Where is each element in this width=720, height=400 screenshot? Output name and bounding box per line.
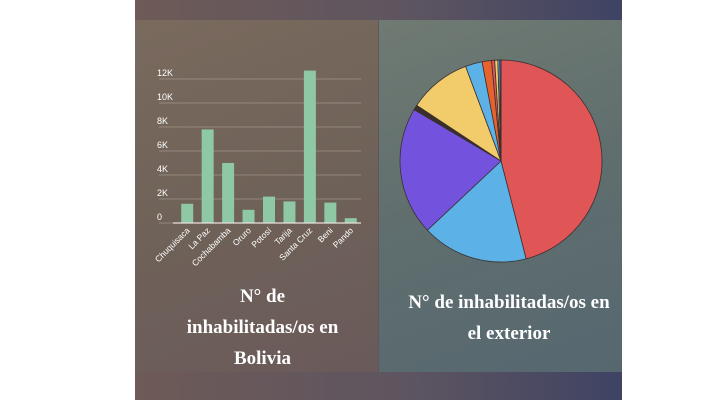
pie-caption-line-1: N° de inhabilitadas/os en (408, 292, 610, 313)
bar-chart-panel (135, 20, 378, 372)
pie-slice (500, 59, 603, 260)
pie-chart-caption: N° de inhabilitadas/os en el exterior (389, 287, 629, 349)
x-tick-label: Pando (331, 225, 356, 250)
x-tick-label: Potosí (249, 225, 274, 250)
y-tick-label: 6K (157, 140, 168, 150)
bar-caption-line-2: inhabilitadas/os en (186, 317, 339, 338)
pie-slice (399, 109, 502, 231)
bar-chart-caption: N° de inhabilitadas/os en Bolivia (155, 281, 370, 374)
y-tick-label: 8K (157, 116, 168, 126)
y-tick-label: 10K (157, 92, 173, 102)
bar (263, 196, 275, 223)
bar-caption-line-3: Bolivia (233, 348, 291, 369)
pie-chart (399, 59, 603, 263)
x-tick-label: Oruro (231, 225, 254, 248)
y-tick-label: 4K (157, 164, 168, 174)
bar-caption-line-1: N° de (239, 286, 286, 307)
bar (181, 203, 194, 223)
bar (344, 218, 357, 223)
pie-caption-line-2: el exterior (467, 323, 551, 344)
pie-slice (426, 160, 527, 263)
bar (222, 163, 235, 223)
bar (201, 129, 214, 223)
bar (283, 201, 296, 223)
bar (242, 209, 255, 223)
bar (303, 70, 316, 223)
y-tick-label: 12K (157, 68, 173, 78)
pie-slice (499, 59, 502, 162)
y-tick-label: 0 (157, 212, 162, 222)
y-tick-label: 2K (157, 188, 168, 198)
bar (324, 202, 337, 223)
